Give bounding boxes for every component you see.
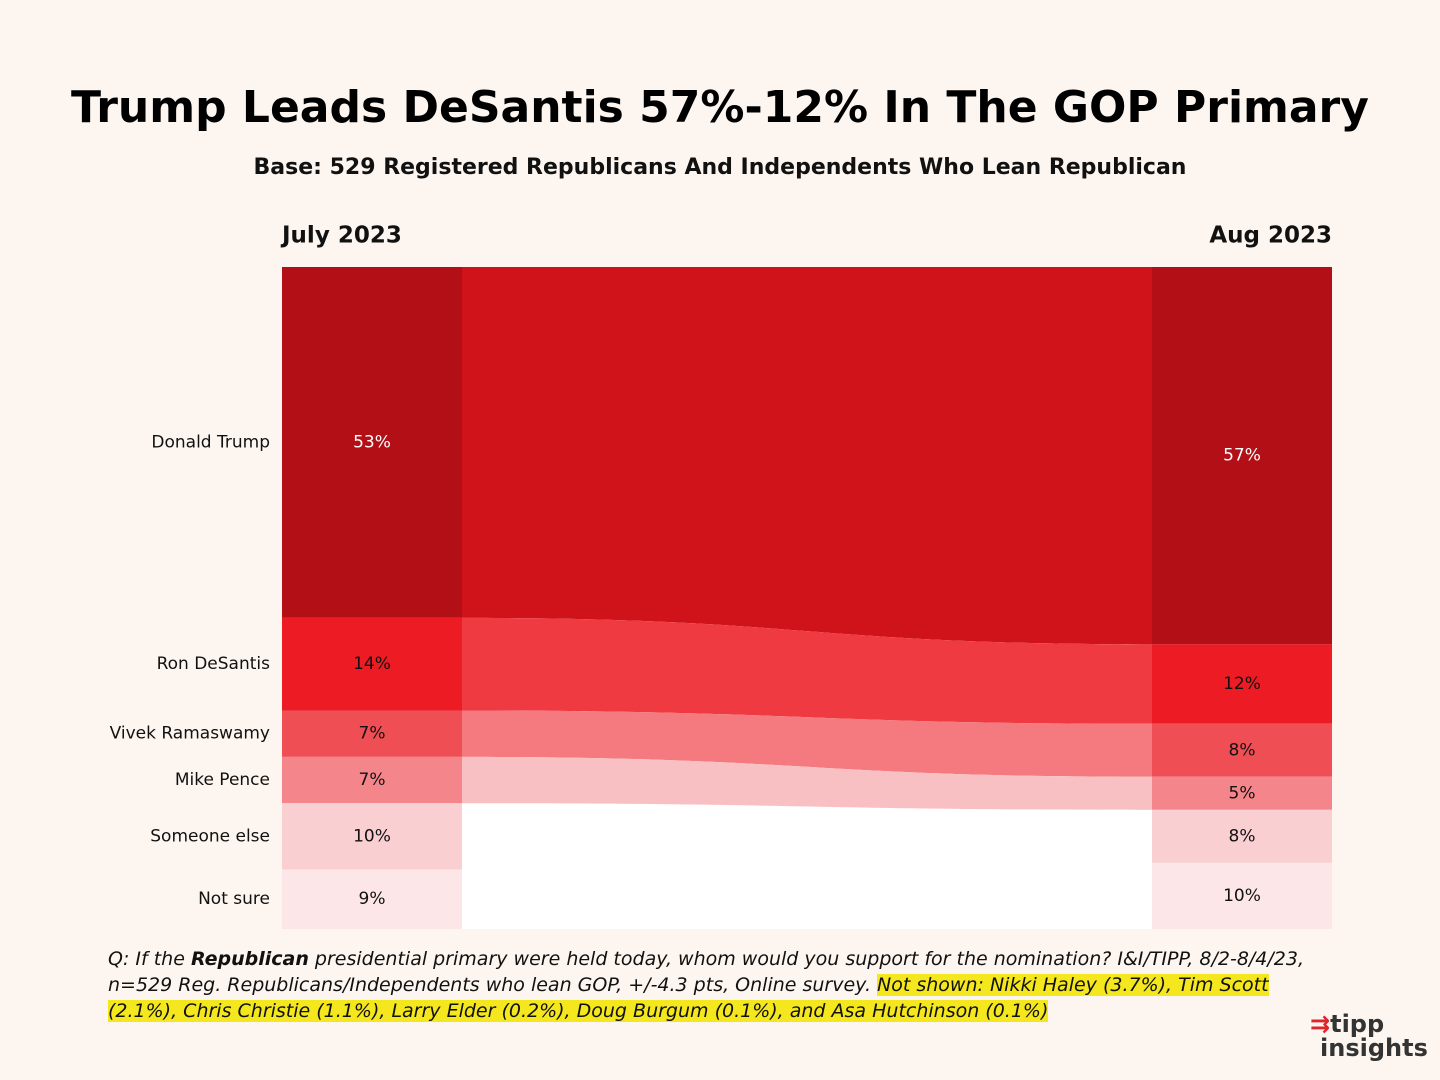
value-label: 8% — [1229, 826, 1256, 846]
category-label: Not sure — [198, 889, 270, 909]
segment — [282, 803, 462, 870]
value-label: 53% — [353, 432, 391, 452]
segment — [1152, 267, 1332, 645]
value-label: 5% — [1229, 783, 1256, 803]
footnote: Q: If the Republican presidential primar… — [108, 946, 1308, 1024]
logo: ⇉tipp insights — [1310, 1010, 1428, 1062]
category-label: Someone else — [150, 826, 270, 846]
flow — [462, 617, 1152, 724]
logo-text: insights — [1320, 1034, 1428, 1062]
flow — [462, 756, 1152, 810]
segment — [1152, 809, 1332, 863]
segment — [1152, 723, 1332, 777]
footnote-text: Republican — [190, 948, 309, 970]
value-label: 10% — [1223, 886, 1261, 906]
value-label: 9% — [359, 889, 386, 909]
value-label: 12% — [1223, 674, 1261, 694]
footnote-text: Q: If the — [108, 948, 191, 970]
value-label: 7% — [359, 770, 386, 790]
value-label: 8% — [1229, 740, 1256, 760]
value-label: 14% — [353, 654, 391, 674]
flow-gap — [462, 803, 1152, 929]
segment — [282, 617, 462, 711]
category-label: Mike Pence — [175, 770, 270, 790]
footnote-text: presidential primary were held today, wh… — [108, 948, 1305, 996]
segment — [1152, 644, 1332, 724]
category-label: Donald Trump — [151, 432, 270, 452]
value-label: 57% — [1223, 446, 1261, 466]
category-label: Vivek Ramaswamy — [110, 724, 270, 744]
column-header: Aug 2023 — [1209, 223, 1332, 249]
column-header: July 2023 — [280, 223, 402, 249]
value-label: 7% — [359, 724, 386, 744]
chart: Trump Leads DeSantis 57%-12% In The GOP … — [71, 82, 1369, 929]
flow — [462, 710, 1152, 777]
flow — [462, 267, 1152, 645]
category-label: Ron DeSantis — [157, 654, 271, 674]
segment — [1152, 776, 1332, 810]
segment — [282, 869, 462, 929]
chart-title: Trump Leads DeSantis 57%-12% In The GOP … — [71, 82, 1369, 133]
segment — [282, 267, 462, 618]
chart-subtitle: Base: 529 Registered Republicans And Ind… — [254, 155, 1187, 180]
segment — [282, 710, 462, 757]
value-label: 10% — [353, 826, 391, 846]
logo-text: tipp — [1330, 1010, 1385, 1038]
segment — [282, 756, 462, 804]
segment — [1152, 862, 1332, 929]
